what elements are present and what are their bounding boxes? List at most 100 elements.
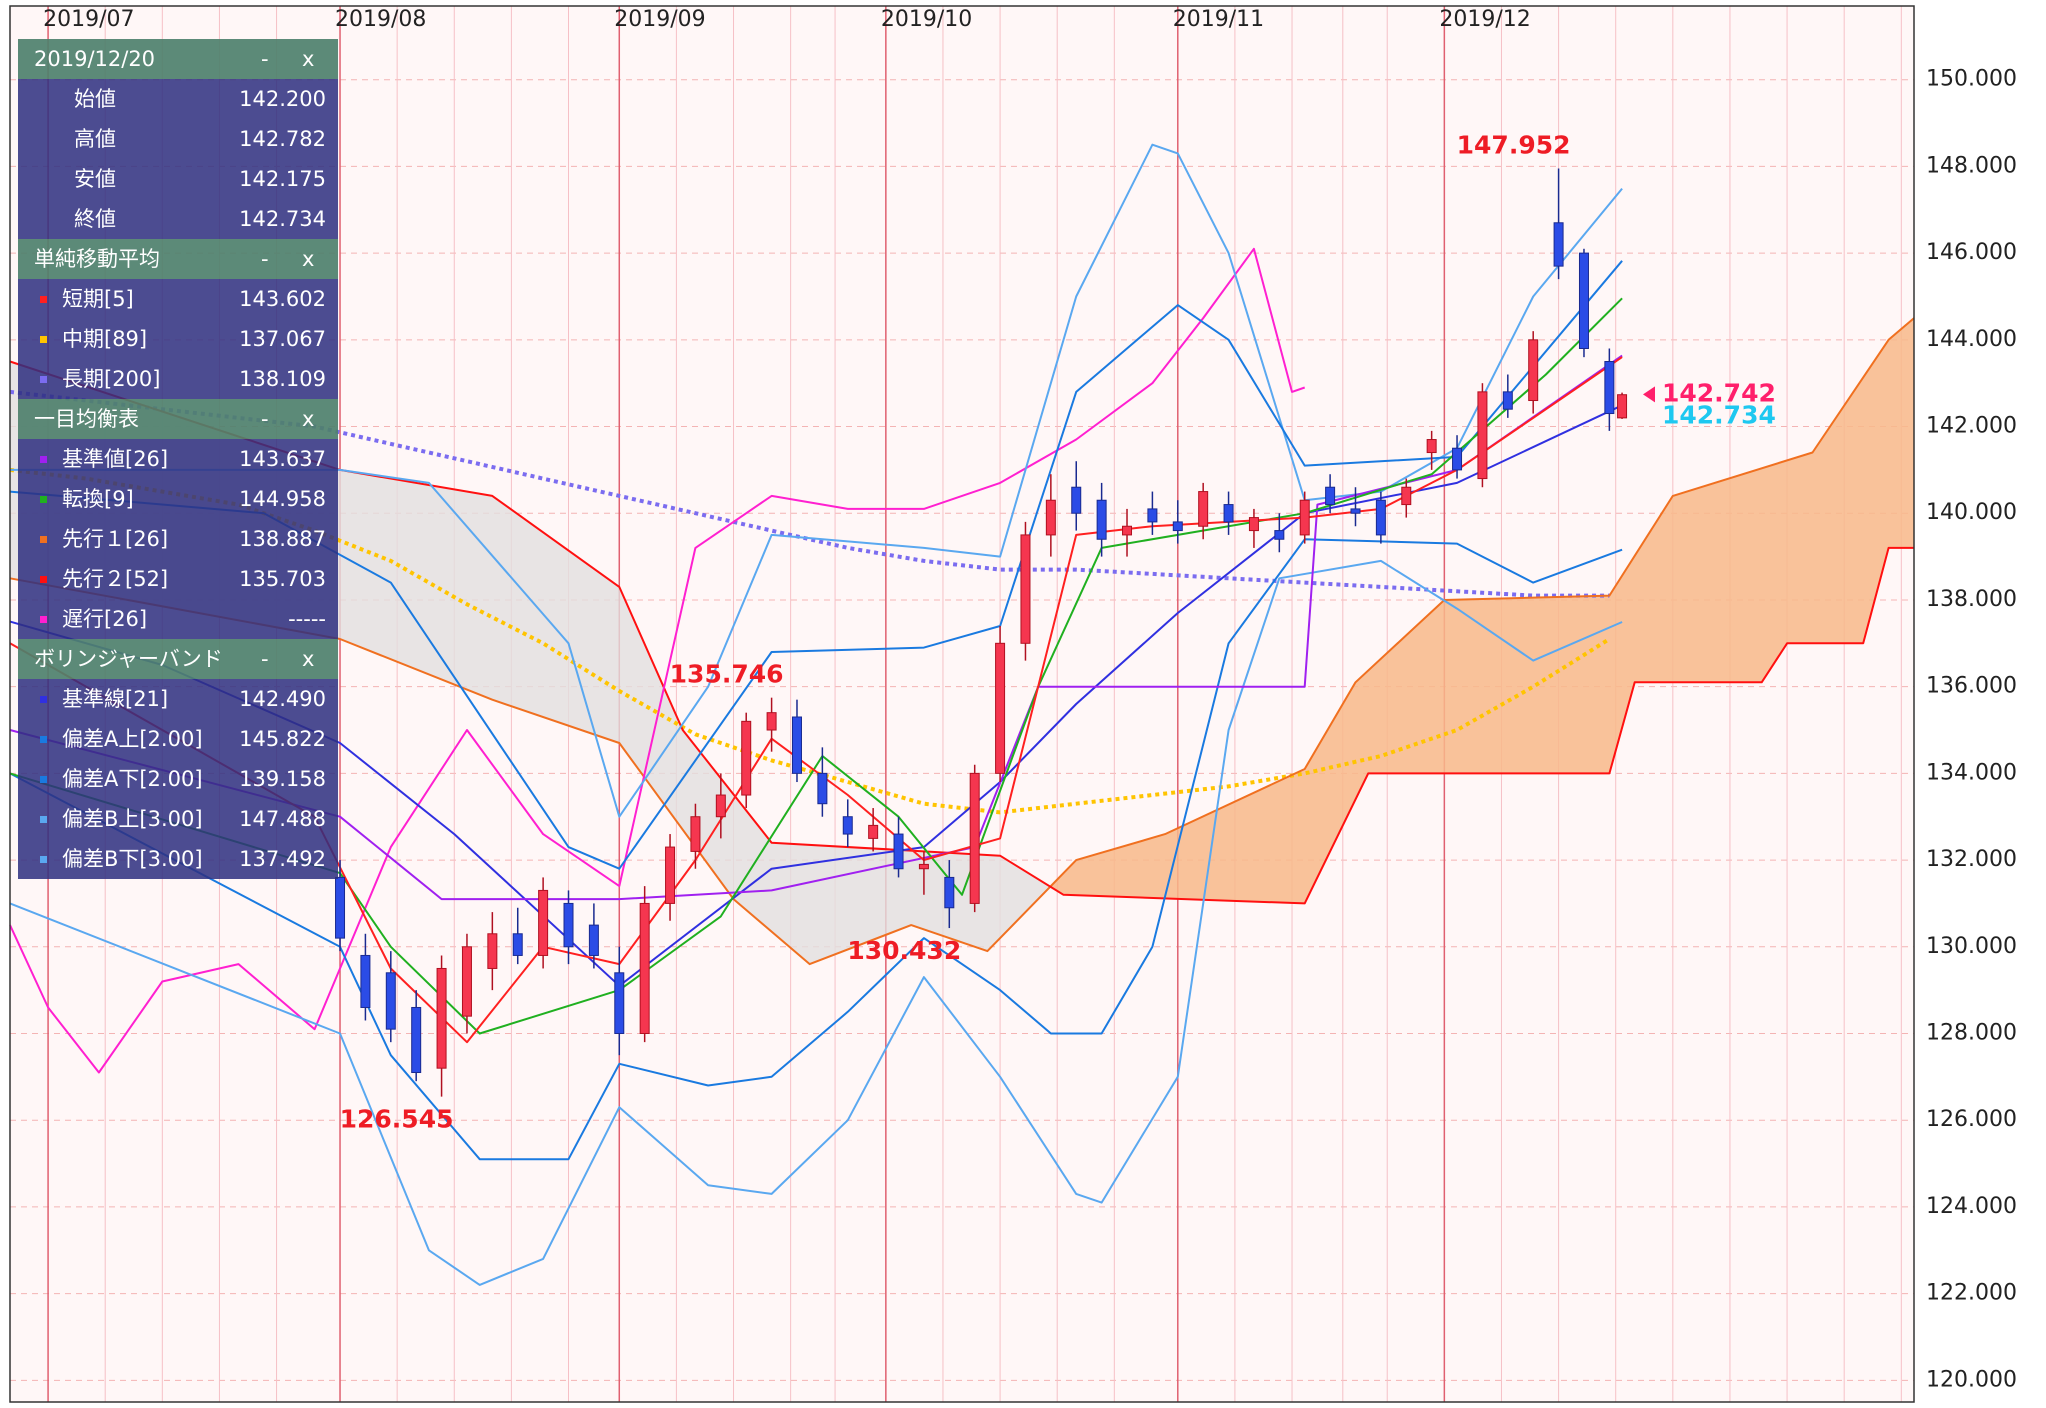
y-tick-label: 150.000 [1926,67,2017,92]
indicator-row: 先行２[52] 135.703 [18,559,338,599]
candle-body [766,712,777,731]
candle-body [1147,508,1158,523]
candle-body [817,772,828,805]
section-title: 2019/12/20 [34,47,156,71]
x-tick-label: 2019/07 [43,7,134,32]
candle-body [1617,394,1628,419]
candle-body [791,716,802,774]
close-button[interactable]: x [302,647,315,671]
indicator-value: 147.488 [239,807,326,831]
indicator-value: 142.782 [239,127,326,151]
y-tick-label: 128.000 [1926,1020,2017,1045]
candle-body [1299,499,1310,536]
y-tick-label: 140.000 [1926,500,2017,525]
minimize-button[interactable]: - [261,647,269,671]
minimize-button[interactable]: - [261,47,269,71]
indicator-row: 短期[5] 143.602 [18,279,338,319]
y-tick-label: 144.000 [1926,327,2017,352]
indicator-label: 長期[200] [62,367,161,391]
legend-swatch [40,376,47,383]
indicator-value: 142.200 [239,87,326,111]
candle-body [461,946,472,1017]
candle-body [1578,252,1589,349]
candle-body [893,833,904,870]
candle-body [1502,391,1513,410]
x-tick-label: 2019/12 [1439,7,1530,32]
indicator-label: 偏差A上[2.00] [62,727,203,751]
indicator-label: 転換[9] [62,487,134,511]
indicator-line [9,247,1306,1074]
close-button[interactable]: x [302,47,315,71]
indicator-label: 中期[89] [62,327,148,351]
indicator-value: 138.887 [239,527,326,551]
indicator-panel: 2019/12/20 - x 始値 142.200 高値 142.782 安値 142.175 終… [18,39,338,879]
indicator-label: 始値 [74,87,116,111]
indicator-row: 安値 142.175 [18,159,338,199]
candle-body [1375,499,1386,536]
minimize-button[interactable]: - [261,247,269,271]
candle-body [665,846,676,904]
indicator-label: 偏差B上[3.00] [62,807,203,831]
plot-border [9,5,1915,1403]
indicator-value: 137.492 [239,847,326,871]
indicator-row: 終値 142.734 [18,199,338,239]
candle-body [1401,486,1412,506]
indicator-row: 始値 142.200 [18,79,338,119]
legend-swatch [40,816,47,823]
y-tick-label: 132.000 [1926,847,2017,872]
candle-body [1477,391,1488,480]
candle-body [385,972,396,1030]
high-low-label: 147.952 [1457,130,1571,159]
candle-body [1325,486,1336,506]
candle-body [1350,508,1361,514]
indicator-row: 偏差A下[2.00] 139.158 [18,759,338,799]
candle-body [335,876,346,939]
section-title: ボリンジャーバンド [34,647,223,671]
y-tick-label: 126.000 [1926,1107,2017,1132]
candle-body [690,816,701,852]
candle-body [487,933,498,969]
y-tick-label: 122.000 [1926,1281,2017,1306]
indicator-line [9,360,1914,905]
indicator-line [9,260,1623,870]
candle-body [1604,361,1615,415]
indicator-label: 基準値[26] [62,447,169,471]
legend-swatch [40,776,47,783]
close-button[interactable]: x [302,407,315,431]
candle-body [614,972,625,1034]
indicator-label: 安値 [74,167,116,191]
price-label: 142.742 [1662,378,1776,407]
legend-swatch [40,696,47,703]
indicator-label: 先行２[52] [62,567,169,591]
close-button[interactable]: x [302,247,315,271]
y-tick-label: 138.000 [1926,587,2017,612]
indicator-line [9,467,1611,815]
indicator-value: 143.602 [239,287,326,311]
y-tick-label: 120.000 [1926,1367,2017,1392]
candle-body [1248,517,1259,532]
candle-body [436,967,447,1069]
candle-body [1096,499,1107,540]
candle-body [1528,339,1539,402]
indicator-label: 短期[5] [62,287,134,311]
y-tick-label: 148.000 [1926,153,2017,178]
section-header: 一目均衡表 - x [18,399,338,439]
indicator-label: 終値 [74,207,116,231]
candle-body [868,824,879,839]
minimize-button[interactable]: - [261,407,269,431]
x-tick-label: 2019/11 [1173,7,1264,32]
candle-body [1223,504,1234,523]
candle-body [741,720,752,796]
price-pointer [1643,386,1655,403]
candle-body [411,1006,422,1074]
candle-body [563,902,574,948]
section-title: 一目均衡表 [34,407,139,431]
candle-body [1426,439,1437,454]
candle-body [1172,521,1183,532]
indicator-label: 偏差B下[3.00] [62,847,203,871]
y-tick-label: 124.000 [1926,1194,2017,1219]
candle-body [639,902,650,1034]
indicator-line [9,297,1623,1035]
indicator-row: 基準値[26] 143.637 [18,439,338,479]
indicator-value: 142.175 [239,167,326,191]
